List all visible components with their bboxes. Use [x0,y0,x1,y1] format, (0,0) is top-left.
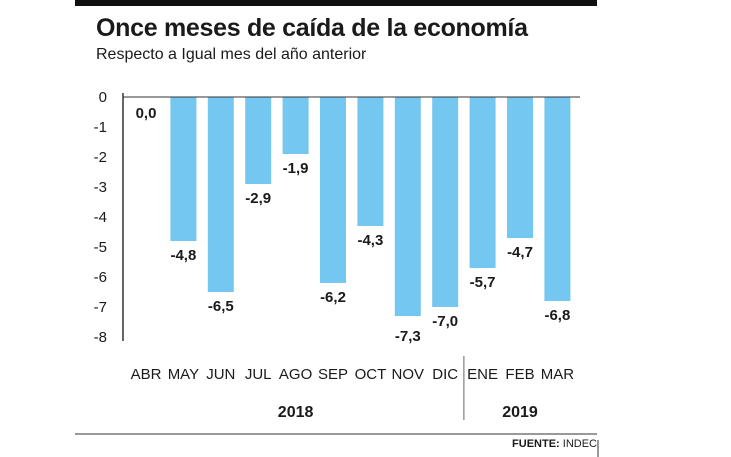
data-label: -7,3 [395,328,421,345]
data-label: -6,2 [320,289,346,306]
y-tick-label: -2 [94,149,107,166]
y-tick-label: 0 [99,89,107,106]
x-tick-label: NOV [392,366,425,383]
x-tick-label: MAR [541,366,575,383]
x-tick-label: OCT [355,366,387,383]
bar [394,97,421,316]
bar [357,97,384,226]
source-note: FUENTE: INDEC [512,438,597,450]
y-tick-label: -8 [94,329,107,346]
y-tick-label: -5 [94,239,107,256]
data-label: -6,8 [544,307,570,324]
data-label: -4,8 [170,247,196,264]
data-label: 0,0 [136,105,157,122]
bar [432,97,459,307]
y-tick-label: -6 [94,269,107,286]
bar [207,97,234,292]
bar [170,97,197,241]
bar [507,97,533,238]
data-label: -4,3 [357,232,383,249]
x-tick-label: MAY [168,366,199,383]
chart-title: Once meses de caída de la economía [96,14,528,42]
bar [282,97,309,154]
x-tick-label: ABR [131,366,162,383]
footer-divider [597,440,599,457]
y-tick-label: -1 [94,119,107,136]
year-label: 2018 [278,404,314,421]
bar [469,97,496,268]
source-label: FUENTE: [512,438,560,450]
bar [544,97,571,301]
top-rule [75,0,597,6]
y-tick-label: -3 [94,179,107,196]
y-tick-label: -4 [94,209,107,226]
x-tick-label: JUL [245,366,272,383]
year-label: 2019 [502,404,538,421]
bar [320,97,346,283]
bottom-rule [75,433,597,435]
bar [245,97,272,184]
data-label: -7,0 [432,313,458,330]
data-label: -4,7 [507,244,533,261]
chart-subtitle: Respecto a Igual mes del año anterior [96,46,367,63]
x-tick-label: AGO [279,366,312,383]
data-label: -6,5 [208,298,234,315]
data-label: -2,9 [245,190,271,207]
x-tick-label: SEP [318,366,348,383]
x-tick-label: JUN [206,366,235,383]
x-tick-label: FEB [505,366,534,383]
data-label: -5,7 [470,274,496,291]
source-value: INDEC [562,438,597,450]
x-tick-label: ENE [467,366,498,383]
y-tick-label: -7 [94,299,107,316]
x-tick-label: DIC [432,366,458,383]
data-label: -1,9 [283,160,309,177]
